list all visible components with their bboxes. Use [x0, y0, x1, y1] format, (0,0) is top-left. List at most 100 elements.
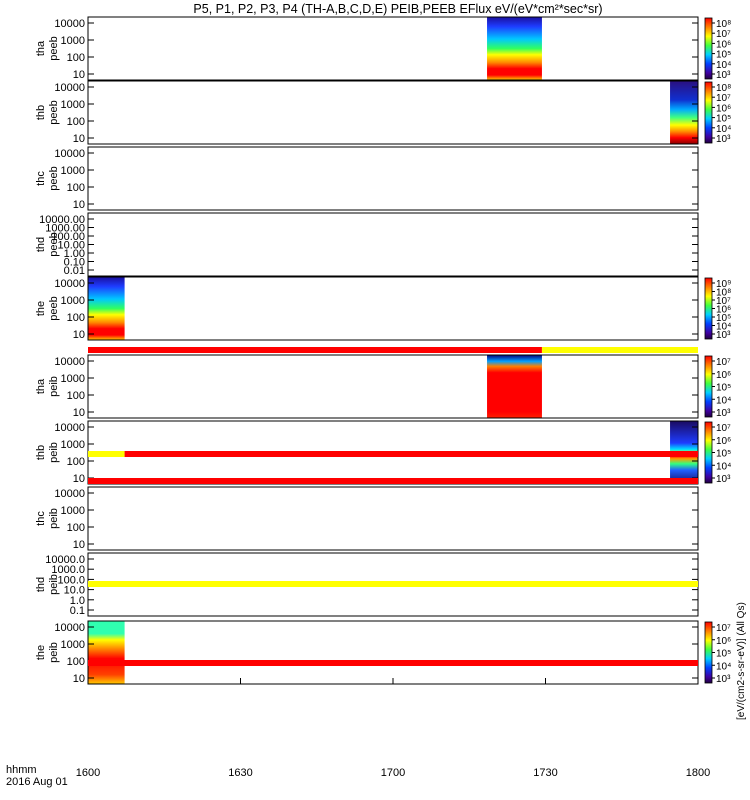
y-tick-label: 100	[67, 182, 85, 194]
panel-label-product: peib	[48, 376, 60, 397]
colorbar-tick-label: 10⁹	[716, 279, 731, 290]
y-tick-label: 10000	[54, 422, 85, 434]
colorbar-tick-label: 10⁶	[716, 103, 731, 114]
panel-label-product: peib	[48, 442, 60, 463]
y-tick-label: 100	[67, 656, 85, 668]
y-tick-label: 0.10	[64, 257, 85, 269]
spectrogram-block	[670, 81, 698, 144]
mode-bar-segment	[88, 660, 698, 666]
x-tick-label: 1800	[686, 767, 710, 779]
colorbar-tick-label: 10⁵	[716, 449, 731, 460]
y-tick-label: 10000	[54, 356, 85, 368]
colorbar-tick-label: 10⁶	[716, 636, 731, 647]
x-tick-label: 1700	[381, 767, 405, 779]
y-tick-label: 100	[67, 522, 85, 534]
panel-frame	[87, 80, 699, 145]
panel-thb-peeb: 10 100 1000 10000 thb peeb	[35, 80, 699, 145]
y-tick-label: 10000	[54, 82, 85, 94]
colorbar-tick-label: 10⁵	[716, 50, 731, 61]
panel-label-product: peeb	[48, 296, 60, 320]
colorbar-tick-label: 10⁶	[716, 436, 731, 447]
y-tick-label: 10000.0	[45, 554, 85, 566]
y-tick-label: 1000	[61, 439, 85, 451]
panel-frame	[87, 276, 699, 341]
y-tick-label: 10.00	[57, 240, 85, 252]
y-tick-label: 10000	[54, 488, 85, 500]
colorbar-side-label: [eV/(cm2-s-sr-eV)] (All Qs)	[736, 602, 747, 720]
panel-label-probe: the	[35, 645, 47, 660]
y-tick-label: 10	[73, 407, 85, 419]
panel-label-probe: thc	[35, 511, 47, 526]
y-tick-label: 100.00	[51, 231, 85, 243]
panel-frame	[87, 354, 699, 419]
x-axis-label: hhmm	[6, 764, 37, 776]
y-tick-label: 1000	[61, 373, 85, 385]
y-tick-label: 10000	[54, 622, 85, 634]
x-tick-label: 1730	[533, 767, 557, 779]
mode-bar-segment	[124, 451, 699, 457]
panel-the-peeb: 10 100 1000 10000 the peeb	[35, 276, 699, 341]
y-tick-label: 100	[67, 456, 85, 468]
colorbar-tick-label: 10³	[716, 330, 731, 341]
y-tick-label: 100	[67, 390, 85, 402]
colorbar-tick-label: 10⁸	[716, 19, 731, 30]
y-tick-label: 10	[73, 539, 85, 551]
panel-frame	[87, 16, 699, 81]
mode-bar-segment	[88, 581, 698, 587]
y-tick-label: 10000.00	[39, 214, 85, 226]
y-tick-label: 10	[73, 199, 85, 211]
colorbar-tick-label: 10⁷	[716, 93, 731, 104]
colorbar-tick-label: 10⁴	[716, 60, 731, 71]
panel-frame	[87, 620, 699, 685]
y-tick-label: 100	[67, 312, 85, 324]
panel-label-product: peeb	[48, 166, 60, 190]
y-tick-label: 1.0	[70, 595, 85, 607]
panel-label-probe: thb	[35, 105, 47, 120]
spectrogram-block	[487, 355, 542, 418]
panel-label-probe: tha	[35, 40, 47, 56]
colorbar-tick-label: 10⁶	[716, 39, 731, 50]
mode-bar-segment	[541, 347, 698, 353]
colorbar-tick-label: 10⁷	[716, 423, 731, 434]
colorbar-tick-label: 10⁷	[716, 296, 731, 307]
colorbar-tick-label: 10⁷	[716, 29, 731, 40]
y-tick-label: 10	[73, 133, 85, 145]
colorbar-tick-label: 10⁴	[716, 395, 731, 406]
colorbar-tick-label: 10³	[716, 674, 731, 685]
panel-the-peib: 10 100 1000 10000 the peib	[35, 620, 699, 685]
mode-bar	[88, 660, 698, 666]
panel-thc-peeb: 10 100 1000 10000 thc peeb	[35, 146, 699, 211]
panel-label-probe: tha	[35, 378, 47, 394]
mode-bar	[88, 451, 699, 457]
panel-tha-peib: 10 100 1000 10000 tha peib	[35, 354, 699, 419]
spectrogram-block	[487, 17, 542, 80]
panel-label-probe: thd	[35, 577, 47, 592]
y-tick-label: 10	[73, 329, 85, 341]
spectrogram-block	[88, 277, 125, 340]
panel-label-probe: thb	[35, 445, 47, 460]
chart-title: P5, P1, P2, P3, P4 (TH-A,B,C,D,E) PEIB,P…	[193, 2, 602, 16]
y-tick-label: 100	[67, 116, 85, 128]
x-axis-sublabel: 2016 Aug 01	[6, 776, 68, 788]
y-tick-label: 1000.0	[51, 564, 85, 576]
colorbar-tick-label: 10⁴	[716, 322, 731, 333]
panel-label-product: peib	[48, 574, 60, 595]
colorbar-tick-label: 10⁵	[716, 383, 731, 394]
y-tick-label: 100	[67, 52, 85, 64]
y-tick-label: 10.0	[64, 585, 85, 597]
panel-label-probe: thd	[35, 237, 47, 252]
panel-label-product: peib	[48, 508, 60, 529]
y-tick-label: 10000	[54, 278, 85, 290]
colorbar-tick-label: 10⁸	[716, 288, 731, 299]
mode-bar	[88, 478, 698, 484]
panel-frame	[87, 212, 699, 277]
spectrogram-block	[88, 621, 125, 684]
colorbar-tick-label: 10³	[716, 408, 731, 419]
colorbar-tick-label: 10⁵	[716, 649, 731, 660]
y-tick-label: 1.00	[64, 248, 85, 260]
colorbar-tick-label: 10⁴	[716, 461, 731, 472]
